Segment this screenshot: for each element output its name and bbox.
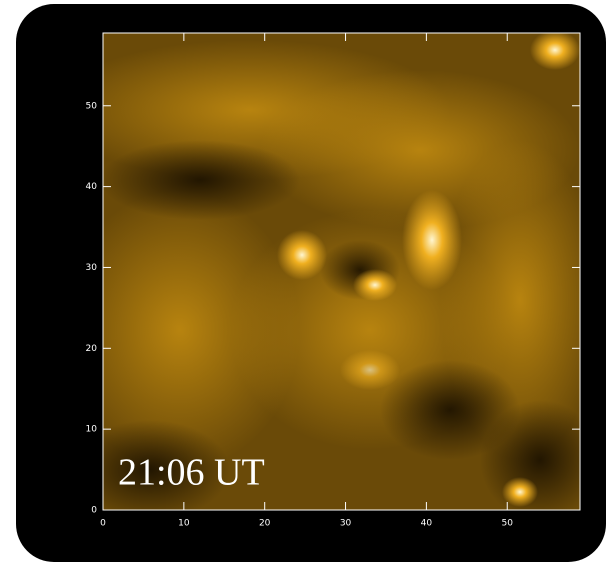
x-tick-label: 20 <box>259 519 271 529</box>
x-tick-label: 40 <box>421 519 433 529</box>
y-tick-label: 0 <box>91 506 97 516</box>
y-tick-label: 40 <box>86 182 98 192</box>
y-tick-label: 20 <box>86 344 98 354</box>
y-tick-label: 50 <box>86 101 98 111</box>
x-tick-label: 30 <box>340 519 352 529</box>
x-tick-label: 10 <box>178 519 190 529</box>
figure: 21:06 UT 0 10 20 30 40 50 0 10 20 30 40 50 <box>0 0 609 565</box>
solar-image <box>50 30 600 520</box>
time-label: 21:06 UT <box>118 452 265 494</box>
x-tick-label: 50 <box>502 519 514 529</box>
y-tick-label: 30 <box>86 263 98 273</box>
x-tick-label: 0 <box>100 519 106 529</box>
y-tick-label: 10 <box>86 425 98 435</box>
